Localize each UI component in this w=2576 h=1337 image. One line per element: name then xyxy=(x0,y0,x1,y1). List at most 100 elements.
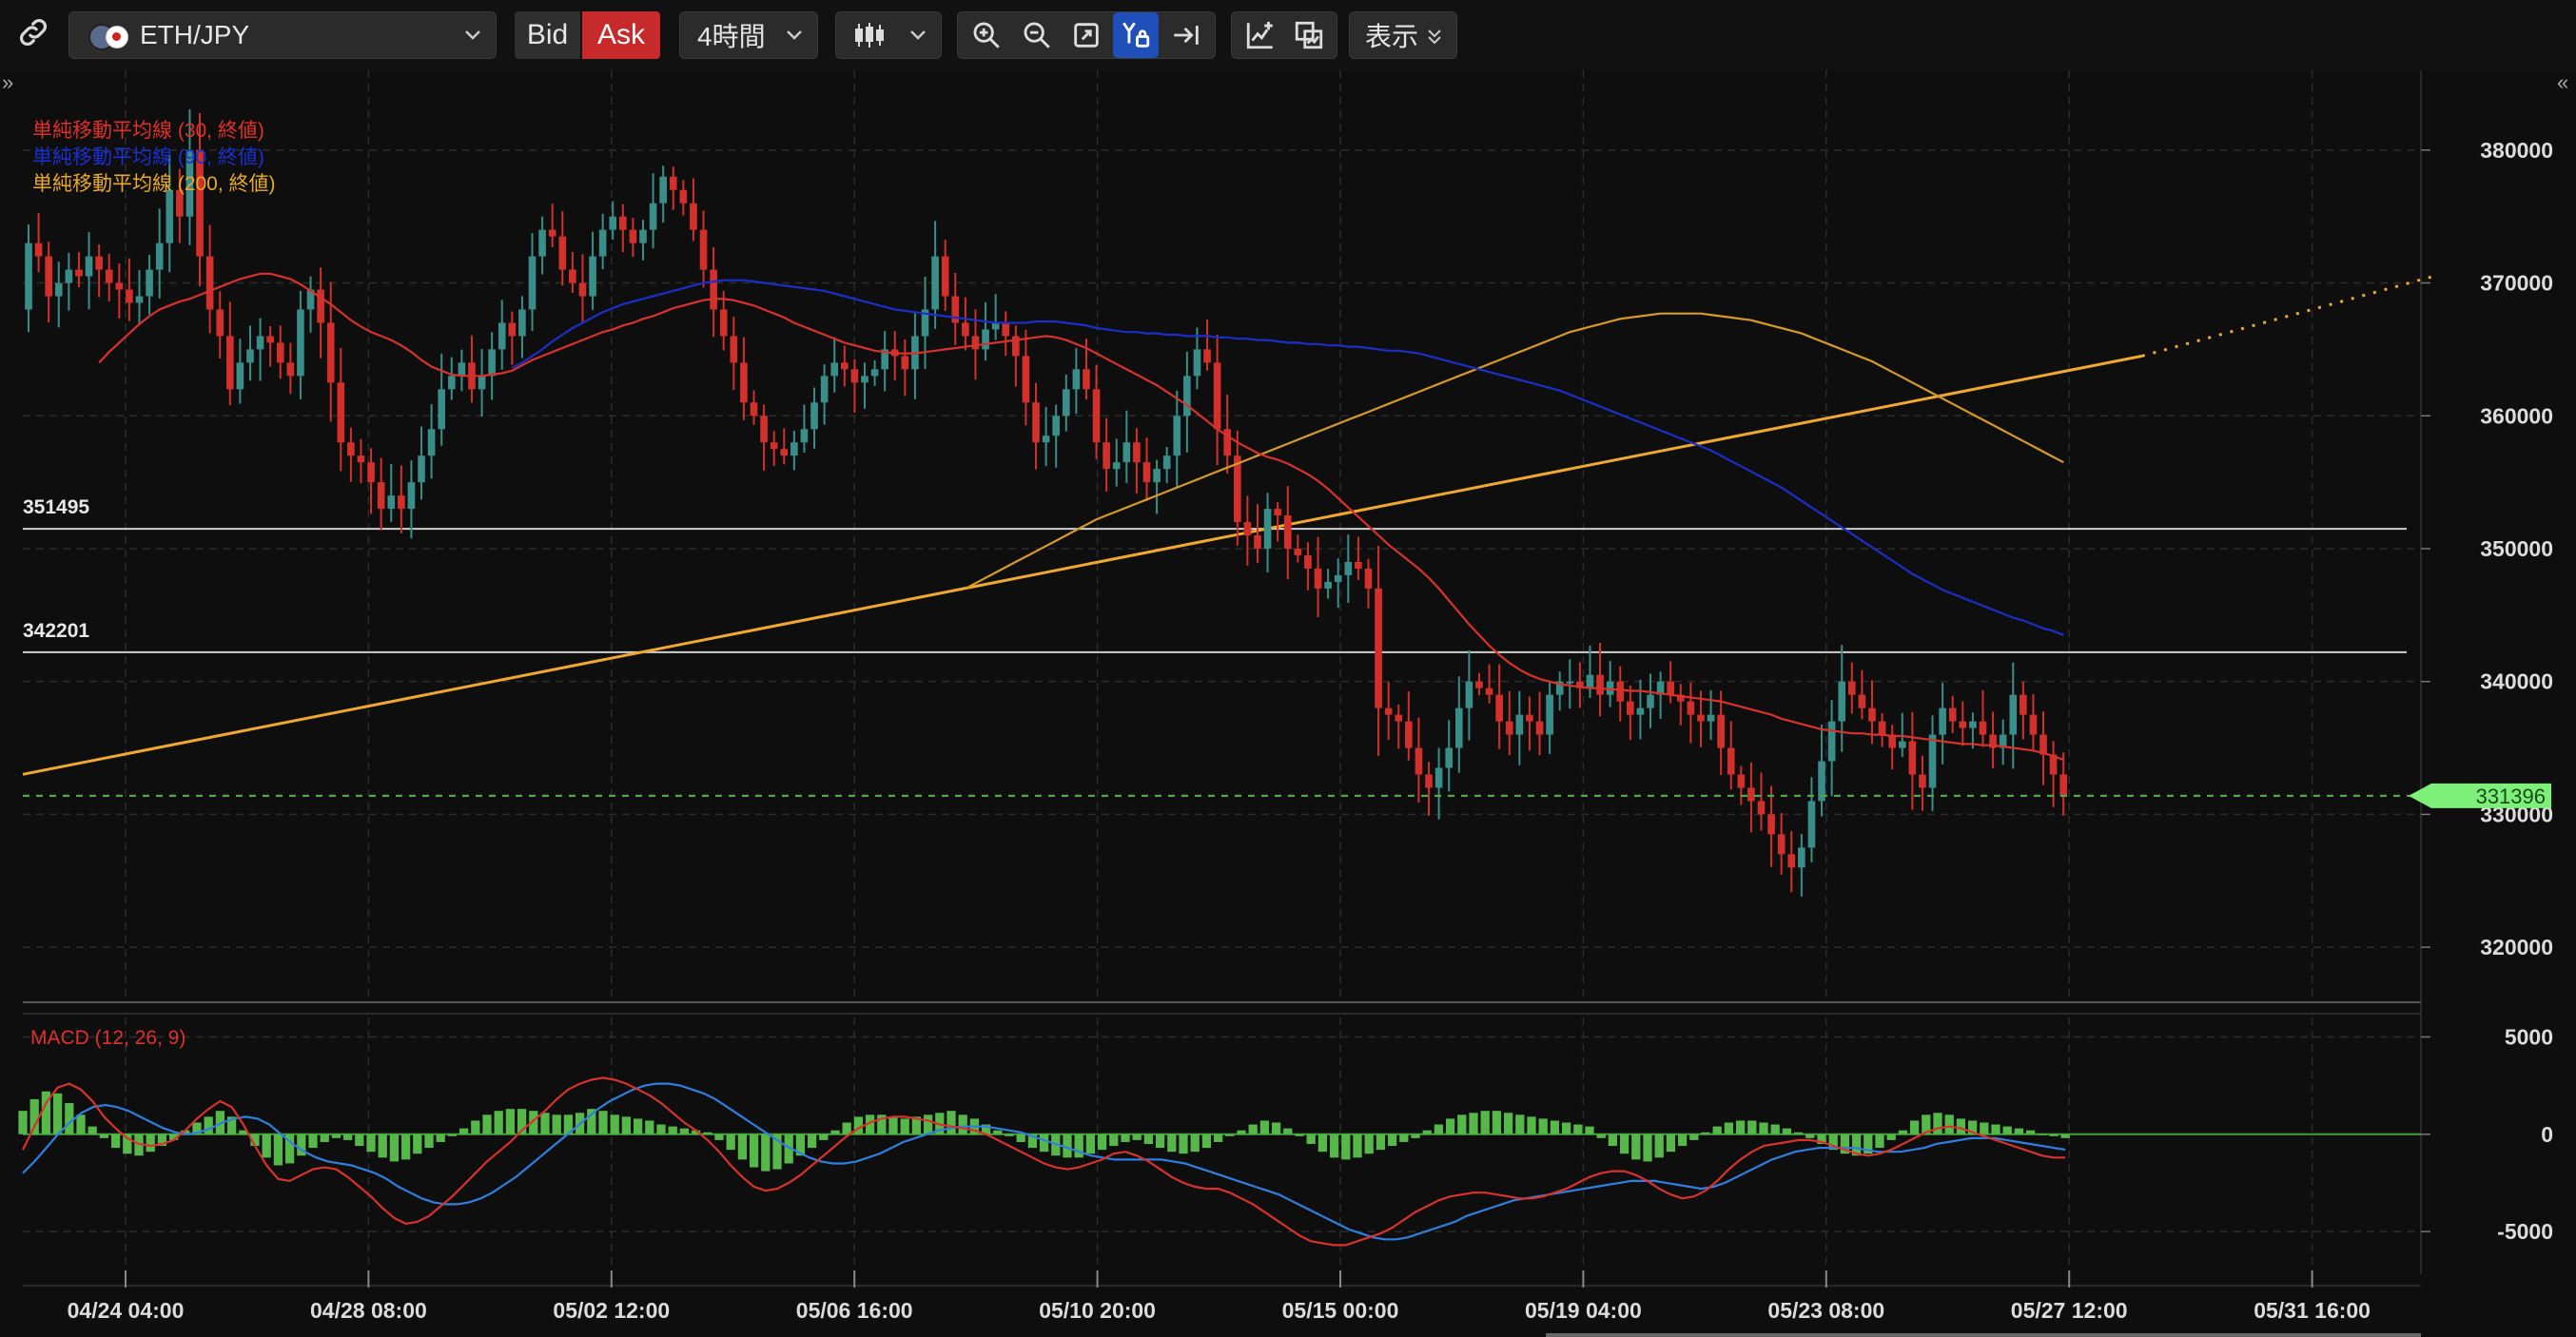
macd-histogram-bar xyxy=(494,1111,503,1134)
macd-histogram-bar xyxy=(123,1134,132,1154)
macd-histogram-bar xyxy=(1143,1134,1154,1144)
macd-histogram-bar xyxy=(110,1134,121,1149)
scroll-to-latest-icon[interactable] xyxy=(1163,12,1209,58)
candle-body xyxy=(1223,429,1232,456)
zoom-in-icon[interactable] xyxy=(964,12,1009,58)
candle-body xyxy=(921,309,929,337)
chart-type-selector[interactable] xyxy=(835,11,942,59)
macd-histogram-bar xyxy=(1364,1134,1374,1154)
candle-body xyxy=(830,362,839,377)
candle-body xyxy=(337,382,345,443)
zoom-out-icon[interactable] xyxy=(1014,12,1060,58)
macd-histogram-bar xyxy=(1666,1134,1676,1153)
symbol-flag-icon xyxy=(88,23,130,50)
macd-y-tick-label: 0 xyxy=(2541,1122,2553,1147)
chart-area[interactable]: 04/24 04:00 04/28 08:00 05/02 12:00 05/06 1… xyxy=(0,70,2576,1337)
candle-body xyxy=(498,322,506,350)
macd-histogram-bar xyxy=(621,1116,632,1134)
candle-body xyxy=(1142,462,1151,483)
x-tick-label: 05/15 00:00 xyxy=(1282,1298,1399,1323)
candle-body xyxy=(367,462,375,483)
macd-histogram-bar xyxy=(192,1122,202,1134)
macd-histogram-bar xyxy=(99,1134,109,1138)
timeframe-selector[interactable]: 4時間 xyxy=(679,11,818,59)
macd-histogram-bar xyxy=(1225,1134,1235,1136)
x-tick-label: 05/27 12:00 xyxy=(2011,1298,2128,1323)
candle-body xyxy=(850,369,859,383)
candle-body xyxy=(1495,694,1503,722)
candle-body xyxy=(1022,356,1030,403)
candle-body xyxy=(1395,714,1403,722)
sma-legend-label: 単純移動平均線 (200, 終値) xyxy=(32,173,276,195)
y-axis-lock-icon[interactable] xyxy=(1113,12,1160,58)
macd-histogram-bar xyxy=(1063,1134,1072,1158)
macd-histogram-bar xyxy=(52,1093,63,1134)
symbol-label: ETH/JPY xyxy=(140,20,250,49)
candle-body xyxy=(1807,801,1816,848)
macd-histogram-bar xyxy=(1132,1134,1142,1140)
collapse-left-icon[interactable]: » xyxy=(2,70,14,94)
x-tick-label: 05/10 20:00 xyxy=(1039,1298,1156,1323)
candle-body xyxy=(1263,509,1272,549)
candle-body xyxy=(1294,548,1302,555)
macd-histogram-bar xyxy=(737,1134,748,1160)
macd-histogram-bar xyxy=(2014,1128,2024,1134)
candle-body xyxy=(941,256,949,297)
candle-body xyxy=(1868,707,1876,722)
candle-body xyxy=(1586,674,1594,688)
bid-button[interactable]: Bid xyxy=(515,11,580,59)
candle-body xyxy=(1787,854,1796,868)
candle-body xyxy=(1375,588,1382,708)
candle-body xyxy=(619,216,627,230)
candle-body xyxy=(2039,734,2047,755)
macd-histogram-bar xyxy=(1167,1134,1177,1153)
indicator-toolgroup xyxy=(1231,11,1337,59)
candle-body xyxy=(1062,389,1070,417)
macd-histogram-bar xyxy=(1039,1134,1049,1153)
macd-histogram-bar xyxy=(1817,1134,1826,1144)
macd-histogram-bar xyxy=(993,1130,1003,1134)
candle-body xyxy=(1858,694,1866,708)
macd-histogram-bar xyxy=(1422,1130,1432,1134)
candle-body xyxy=(1707,714,1715,722)
macd-histogram-bar xyxy=(1005,1134,1014,1136)
horizontal-line-label: 351495 xyxy=(23,496,89,518)
macd-histogram-bar xyxy=(1805,1134,1815,1138)
symbol-selector[interactable]: ETH/JPY xyxy=(68,11,497,59)
fit-screen-icon[interactable] xyxy=(1064,12,1109,58)
candle-body xyxy=(45,256,52,297)
macd-histogram-bar xyxy=(1306,1134,1316,1144)
macd-histogram-bar xyxy=(1851,1134,1862,1156)
candle-body xyxy=(225,336,234,390)
candle-body xyxy=(166,189,174,243)
candle-body xyxy=(115,282,124,290)
candle-body xyxy=(306,289,315,310)
macd-histogram-bar xyxy=(842,1122,851,1134)
display-menu-button[interactable]: 表示 xyxy=(1349,11,1457,59)
x-tick-label: 05/02 12:00 xyxy=(553,1298,670,1323)
macd-histogram-bar xyxy=(331,1134,342,1138)
macd-histogram-bar xyxy=(1317,1134,1328,1153)
compare-icon[interactable] xyxy=(1286,12,1332,58)
macd-histogram-bar xyxy=(355,1134,364,1147)
macd-histogram-bar xyxy=(378,1134,387,1158)
macd-histogram-bar xyxy=(1724,1122,1734,1134)
ask-button[interactable]: Ask xyxy=(582,11,660,59)
macd-histogram-bar xyxy=(1585,1126,1594,1134)
candle-body xyxy=(1162,455,1171,470)
macd-histogram-bar xyxy=(1411,1134,1420,1138)
candle-body xyxy=(589,256,596,297)
display-label: 表示 xyxy=(1365,22,1419,51)
collapse-right-icon[interactable]: « xyxy=(2557,70,2569,94)
macd-histogram-bar xyxy=(1608,1134,1618,1147)
candle-body xyxy=(488,349,496,377)
candle-body xyxy=(326,322,335,383)
candle-body xyxy=(1122,442,1131,463)
candle-body xyxy=(750,402,758,417)
candle-body xyxy=(1606,681,1614,695)
add-indicator-icon[interactable] xyxy=(1238,12,1283,58)
candle-body xyxy=(1233,455,1241,523)
macd-histogram-bar xyxy=(946,1111,956,1134)
link-icon[interactable] xyxy=(13,12,53,52)
candle-body xyxy=(629,229,637,243)
